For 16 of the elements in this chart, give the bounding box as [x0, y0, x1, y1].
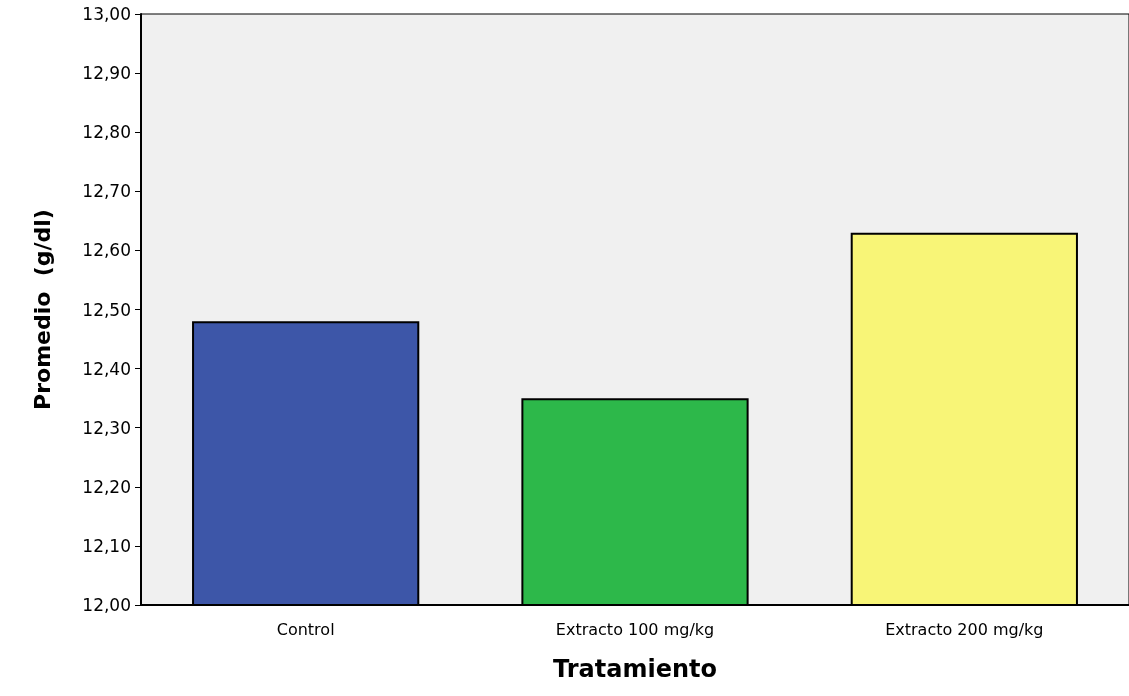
y-tick-label: 12,10	[82, 535, 131, 556]
y-tick-label: 12,80	[82, 122, 131, 143]
y-axis-title: Promedio (g/dl)	[29, 209, 55, 410]
y-tick-label: 12,00	[82, 595, 131, 615]
y-tick-label: 12,20	[82, 476, 131, 497]
y-tick-label: 12,90	[82, 63, 131, 84]
y-tick-label: 12,60	[82, 240, 131, 261]
x-tick-label: Extracto 200 mg/kg	[885, 619, 1044, 639]
y-tick-label: 12,30	[82, 417, 131, 438]
x-tick-label: Extracto 100 mg/kg	[555, 619, 715, 639]
x-tick-label: Control	[276, 619, 335, 639]
y-tick-label: 12,70	[82, 181, 131, 202]
y-tick-label: 13,00	[82, 4, 131, 24]
y-tick-label: 12,50	[82, 299, 131, 320]
x-axis-title: Tratamiento	[553, 655, 717, 683]
y-tick-label: 12,40	[82, 358, 131, 379]
